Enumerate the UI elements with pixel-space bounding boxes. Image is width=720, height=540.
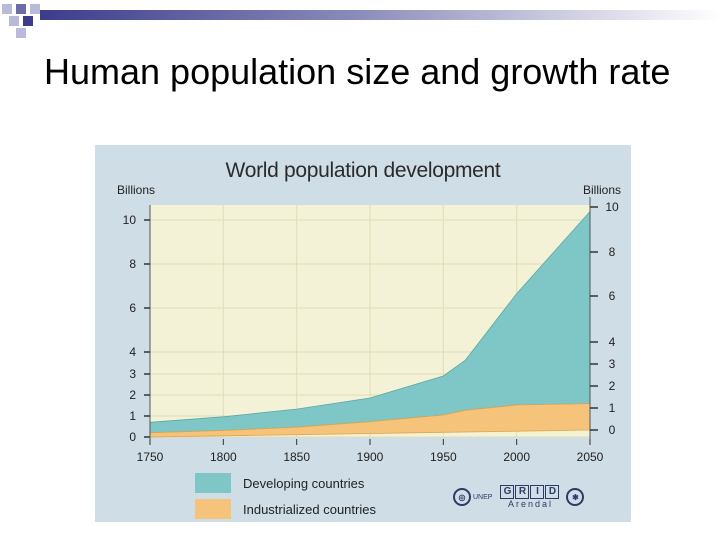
y-tick-label-left: 0 [129,430,136,444]
y-tick-label-left: 4 [129,345,136,359]
y-axis-unit-left: Billions [117,183,156,197]
y-tick-label-left: 6 [129,301,136,315]
legend-item-industrialized: Industrialized countries [195,498,376,520]
y-tick-label-left: 3 [129,367,136,381]
y-tick-label-left: 2 [129,388,136,402]
unep-logo-icon: ◎ [453,488,471,506]
y-tick-label-right: 3 [609,357,616,371]
slide-title: Human population size and growth rate [44,51,671,92]
y-tick-label-right: 8 [609,245,616,259]
x-tick-label: 2000 [503,450,530,464]
legend-swatch-industrialized [195,499,231,519]
population-figure: World population development Billions Bi… [95,145,631,522]
x-tick-label: 1900 [357,450,384,464]
x-tick-label: 1800 [210,450,237,464]
grid-letter: D [545,485,560,499]
legend-item-developing: Developing countries [195,472,364,494]
y-tick-label-right: 1 [609,401,616,415]
unep-logo-text: UNEP [473,493,493,501]
x-tick-label: 1950 [430,450,457,464]
y-tick-label-right: 6 [609,289,616,303]
grid-subtitle: Arendal [507,499,553,509]
legend-label-developing: Developing countries [243,475,365,491]
chart-title: World population development [225,159,501,182]
grid-arendal-logo: G R I D Arendal [500,485,560,509]
y-tick-label-left: 8 [129,257,136,271]
title-decoration-squares [2,4,720,38]
legend-label-industrialized: Industrialized countries [243,501,376,517]
x-tick-label: 1850 [283,450,310,464]
y-axis-unit-right: Billions [582,183,621,197]
grid-letter: R [515,485,530,499]
y-tick-label-right: 0 [609,423,616,437]
y-tick-label-right: 10 [605,200,619,214]
y-tick-label-right: 4 [609,335,616,349]
y-tick-label-right: 2 [609,379,616,393]
legend-swatch-developing [195,473,231,493]
un-emblem-icon: ✱ [566,488,585,506]
y-tick-label-left: 1 [129,409,136,423]
y-tick-label-left: 10 [123,213,137,227]
grid-letter: G [500,485,515,499]
x-tick-label: 1750 [137,450,164,464]
grid-letter: I [530,485,545,499]
organization-logos: ◎ UNEP G R I D Arendal ✱ [453,485,585,509]
x-tick-label: 2050 [577,450,604,464]
population-area-chart: 0 1 2 3 4 6 8 10 0 1 2 3 4 6 8 10 1750 1800 1850 1900 1950 20… [123,197,619,464]
